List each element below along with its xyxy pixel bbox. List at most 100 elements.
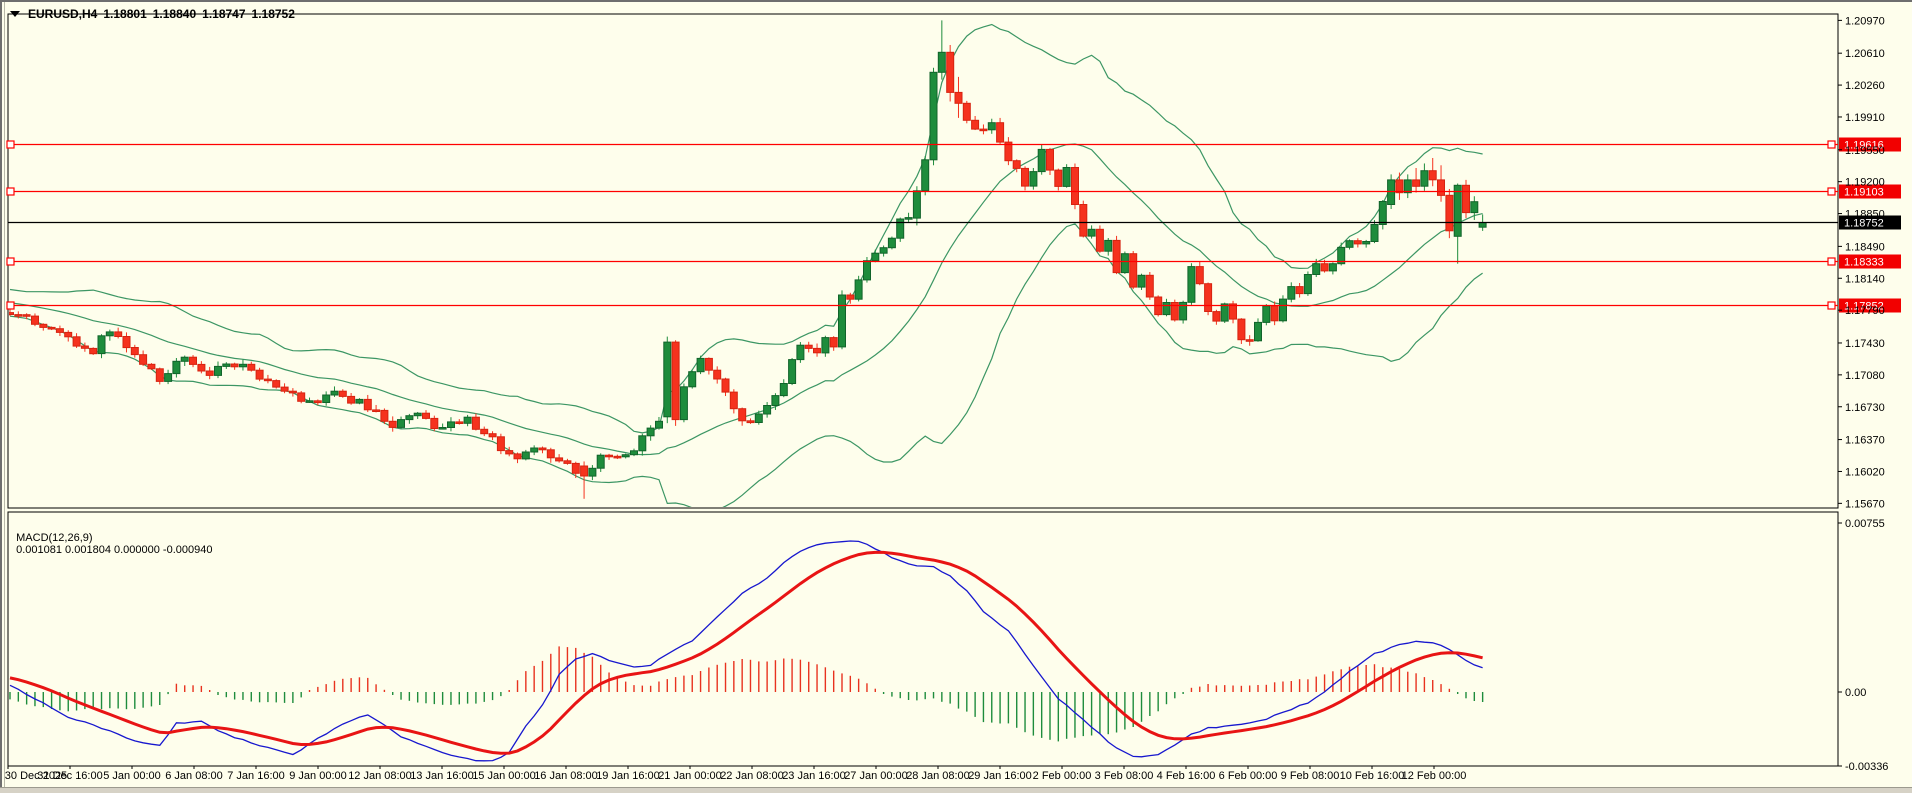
time-tick-label: 6 Feb 00:00 (1219, 770, 1278, 782)
level-handle-left[interactable] (6, 187, 15, 196)
candle-body (255, 369, 264, 380)
level-handle-right[interactable] (1827, 301, 1836, 310)
candle-body (571, 462, 580, 474)
time-tick-label: 16 Jan 08:00 (534, 770, 598, 782)
candle-body (1279, 298, 1287, 322)
candle-body (372, 409, 381, 412)
level-handle-right[interactable] (1827, 257, 1836, 266)
candle-body (846, 294, 855, 300)
time-tick-label: 7 Jan 16:00 (227, 770, 285, 782)
candle-body (1062, 167, 1071, 187)
candle-body (779, 383, 788, 397)
price-tick-label: 1.20260 (1845, 80, 1885, 92)
candle-body (937, 51, 946, 73)
candle-body (1162, 302, 1171, 316)
candle-body (355, 398, 364, 404)
candle-body (1320, 263, 1329, 272)
candle-body (946, 51, 955, 93)
candle-body (122, 336, 131, 349)
candle-body (1137, 274, 1146, 288)
candle-body (1095, 228, 1104, 252)
candle-body (47, 326, 56, 330)
time-tick-label: 19 Jan 16:00 (596, 770, 660, 782)
level-handle-right[interactable] (1827, 187, 1836, 196)
symbol-dropdown-icon[interactable] (10, 11, 20, 17)
candle-body (447, 421, 455, 428)
candle-body (31, 315, 39, 325)
candle-body (139, 354, 148, 365)
time-tick-label: 13 Jan 16:00 (410, 770, 474, 782)
level-handle-left[interactable] (6, 301, 15, 310)
candle-body (1345, 240, 1354, 248)
macd-tick-label: 0.00755 (1845, 518, 1885, 530)
candle-body (987, 122, 996, 131)
macd-axis[interactable]: 0.00755 0.00 -0.00336 (1838, 518, 1888, 773)
candle-body (1120, 253, 1129, 274)
candle-body (1046, 148, 1054, 171)
candle-body (912, 190, 921, 219)
price-tick-label: 1.19550 (1845, 145, 1885, 157)
candle-body (1403, 179, 1412, 194)
level-price-badge (1839, 184, 1901, 199)
candle-body (804, 344, 813, 349)
candle-body (621, 454, 630, 458)
candle-body (588, 467, 597, 477)
candle-body (879, 247, 888, 254)
bollinger-upper-band (9, 23, 1483, 434)
candle-body (1470, 201, 1479, 214)
candle-body (971, 119, 980, 130)
price-axis[interactable]: 1.20970 1.20610 1.20260 1.19910 1.19550 1.192… (1838, 15, 1885, 510)
candle-body (746, 420, 755, 424)
candle-body (655, 420, 663, 429)
price-tick-label: 1.19200 (1845, 177, 1885, 189)
candle-body (679, 386, 688, 421)
candle-body (1021, 167, 1029, 187)
time-tick-label: 27 Jan 00:00 (844, 770, 908, 782)
price-tick-label: 1.16370 (1845, 435, 1885, 447)
macd-line (9, 540, 1483, 762)
candle-body (788, 359, 797, 385)
candle-body (1270, 305, 1279, 322)
candle-body (9, 312, 14, 316)
time-tick-label: 15 Jan 00:00 (472, 770, 536, 782)
level-price-badge (1839, 298, 1901, 313)
level-handle-right[interactable] (1827, 140, 1836, 149)
candle-body (962, 102, 971, 121)
time-tick-label: 2 Feb 00:00 (1033, 770, 1092, 782)
candle-body (796, 344, 805, 361)
candle-body (1353, 240, 1362, 245)
candle-body (1412, 179, 1421, 187)
candle-body (380, 409, 389, 422)
candle-body (1437, 179, 1445, 196)
candle-body (413, 412, 422, 417)
candle-body (513, 453, 522, 460)
price-tick-label: 1.16020 (1845, 466, 1885, 478)
candle-body (1195, 266, 1204, 285)
candle-body (1104, 239, 1113, 252)
level-handle-left[interactable] (6, 257, 15, 266)
candle-body (688, 371, 697, 388)
price-tick-label: 1.18140 (1845, 273, 1885, 285)
candle-body (663, 341, 672, 418)
candle-body (205, 370, 214, 376)
candle-body (721, 378, 730, 393)
ohlc-close: 1.18752 (251, 7, 295, 21)
level-handle-left[interactable] (6, 140, 15, 149)
time-tick-label: 9 Jan 00:00 (289, 770, 347, 782)
candle-body (1112, 239, 1121, 274)
candle-body (488, 433, 497, 438)
price-tick-label: 1.17080 (1845, 370, 1885, 382)
candle-body (729, 391, 738, 410)
candle-body (563, 460, 572, 464)
candle-body (1462, 184, 1470, 214)
time-tick-label: 6 Jan 08:00 (165, 770, 223, 782)
bollinger-lower-band (9, 223, 1483, 507)
candle-body (1445, 194, 1454, 232)
candle-body (397, 419, 405, 428)
time-tick-label: 23 Jan 16:00 (782, 770, 846, 782)
candle-body (247, 363, 256, 371)
candle-body (1453, 184, 1462, 237)
candlestick-series (9, 20, 1487, 499)
